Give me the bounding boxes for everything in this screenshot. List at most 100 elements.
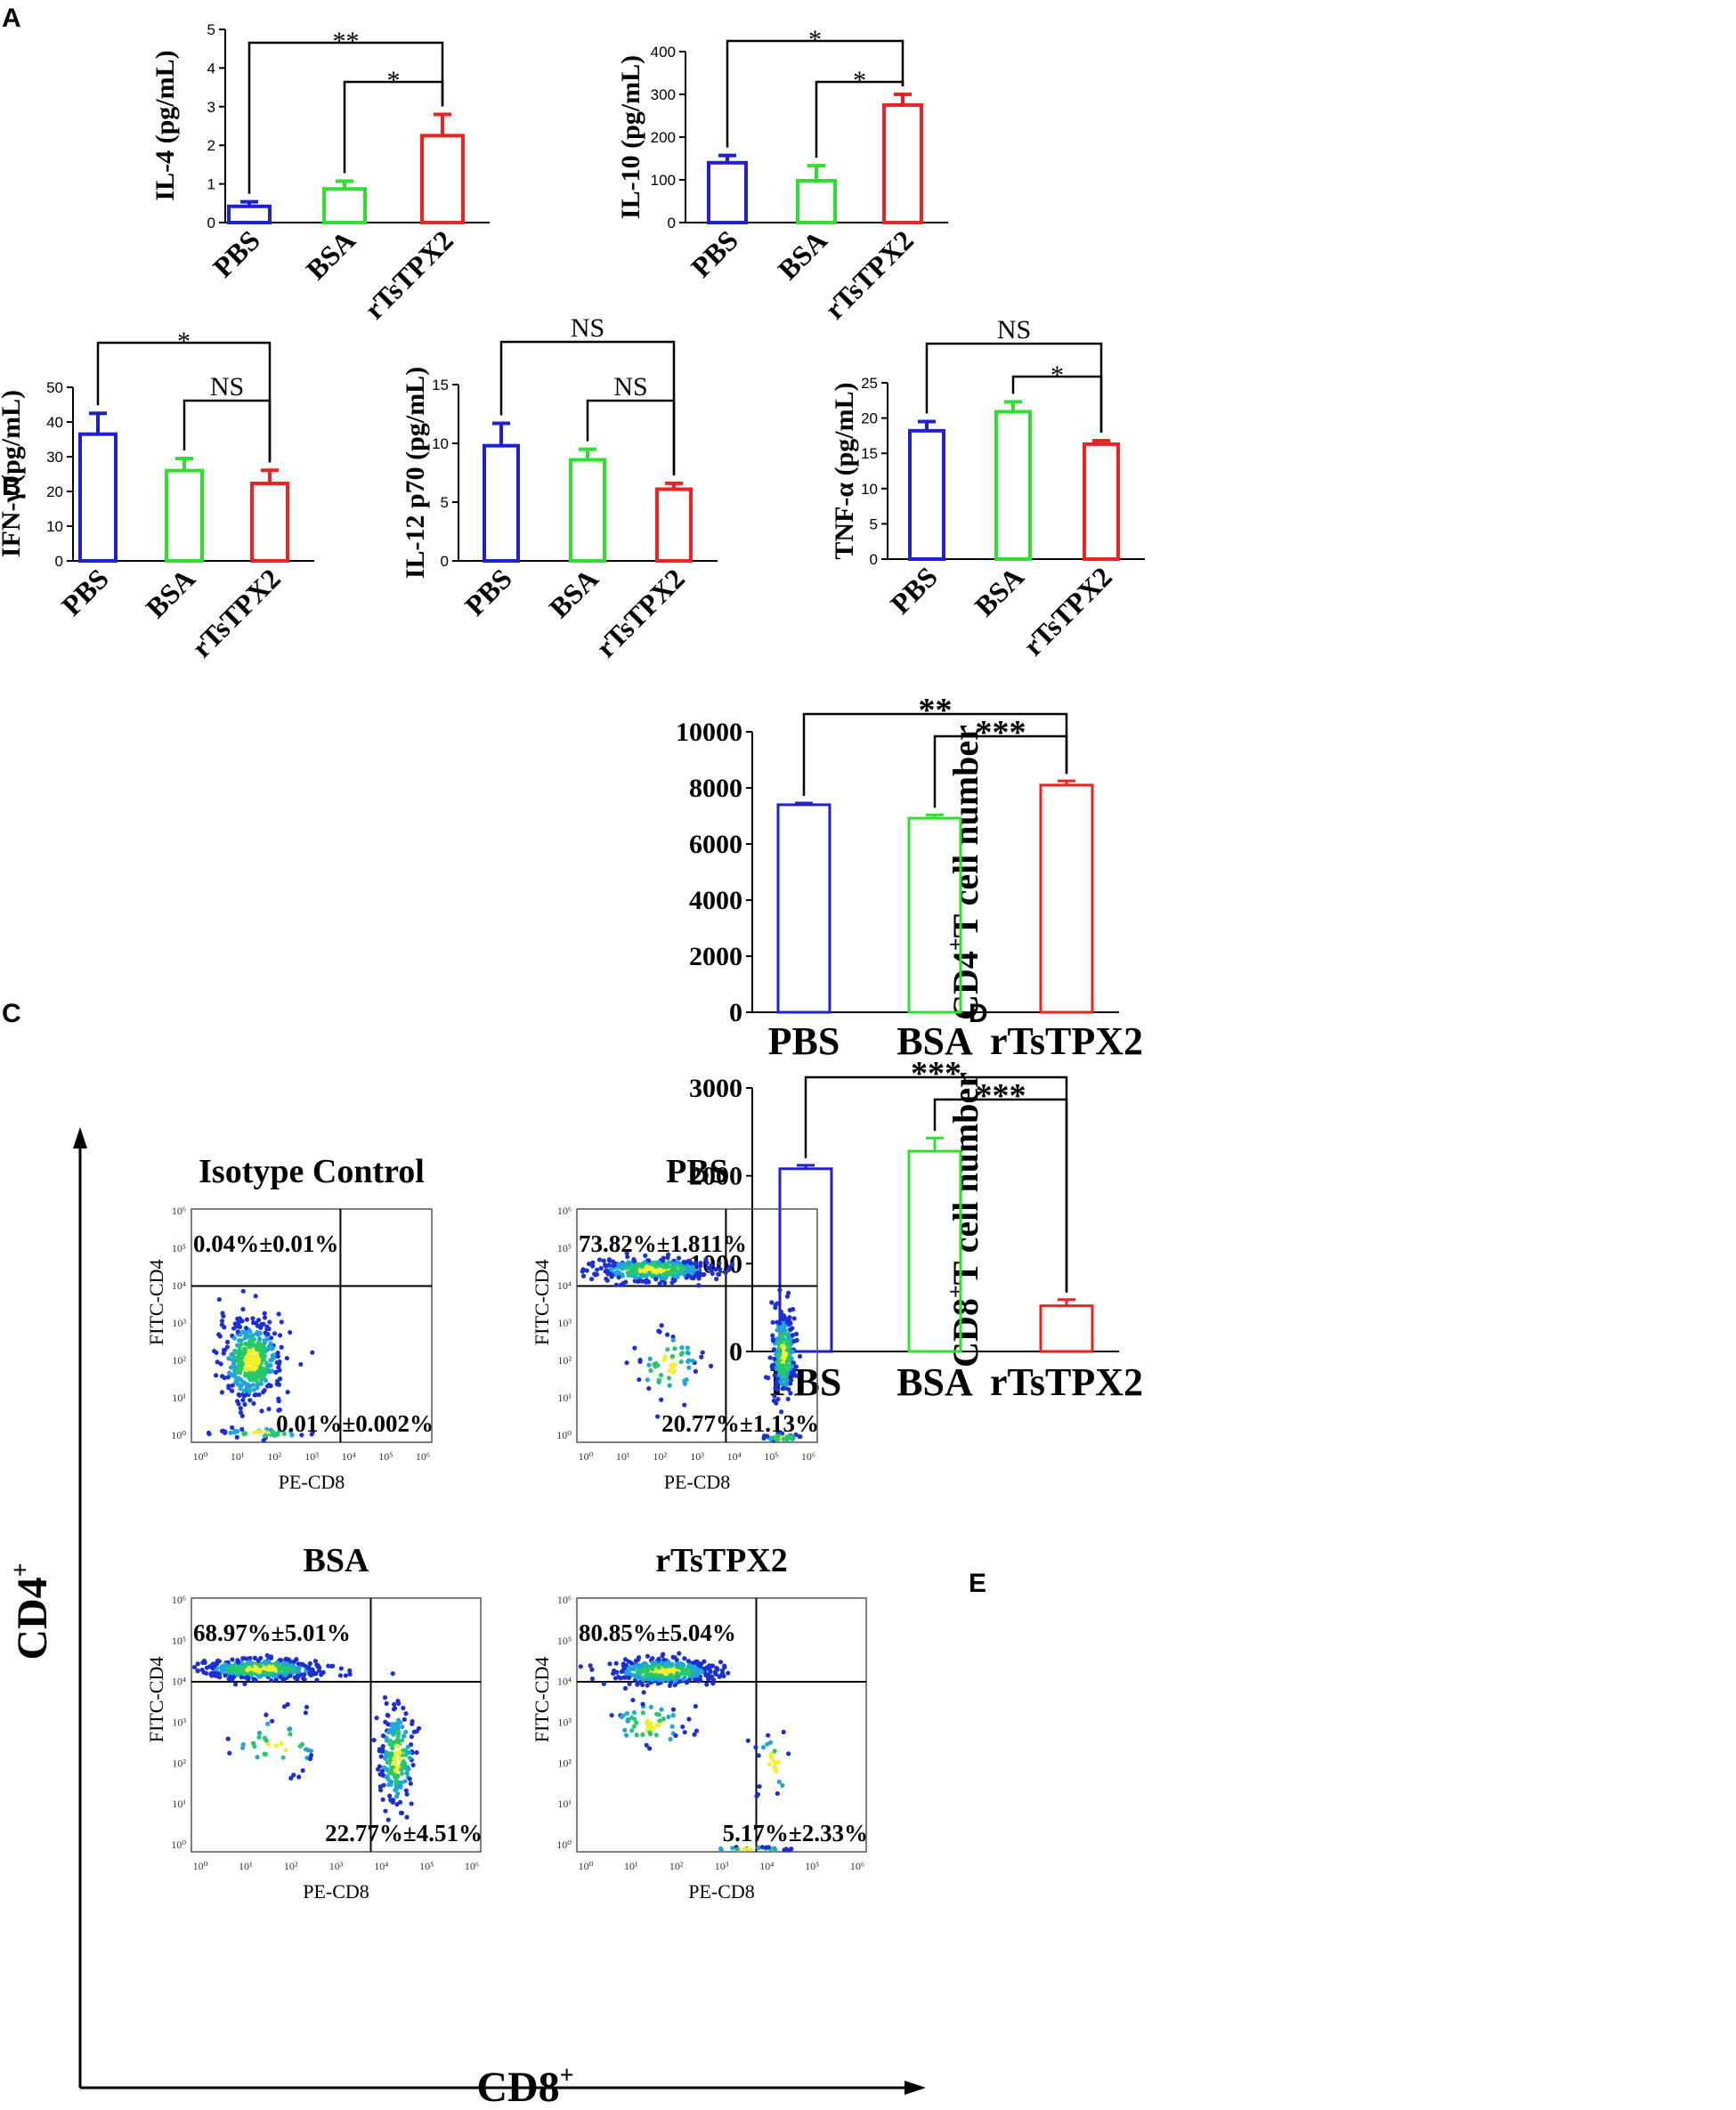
event-dot xyxy=(718,1660,724,1665)
event-dot xyxy=(234,1669,240,1675)
bar-rtstpx2 xyxy=(655,487,693,563)
event-dot xyxy=(296,1666,302,1671)
event-dot xyxy=(793,1373,799,1378)
event-dot xyxy=(646,1270,653,1276)
event-dot xyxy=(704,1665,710,1670)
event-dot xyxy=(337,1673,344,1678)
event-dot xyxy=(277,1333,283,1338)
y-tick-label: 30 xyxy=(46,449,63,466)
x-log-tick: 10² xyxy=(653,1450,668,1463)
event-dot xyxy=(289,1432,295,1438)
event-dot xyxy=(734,1847,740,1853)
bar-rtstpx2 xyxy=(420,134,465,225)
flow-plot-1: PBS 10⁰ 10⁰ 10¹ 10¹ 10² 10² 10³ 10³ 10⁴ 10⁴ 10⁵ 10⁵ 1… xyxy=(531,1153,819,1493)
event-dot xyxy=(606,1258,612,1263)
event-dot xyxy=(409,1734,415,1740)
event-dot xyxy=(783,1327,788,1333)
event-dot xyxy=(268,1341,273,1346)
event-dot xyxy=(273,1369,279,1376)
y-tick-label: 40 xyxy=(46,414,63,431)
category-label: rTsTPX2 xyxy=(589,562,691,663)
event-dot xyxy=(399,1767,404,1773)
event-dot xyxy=(666,1676,671,1682)
event-dot xyxy=(218,1361,223,1367)
event-dot xyxy=(233,1380,239,1385)
event-dot xyxy=(653,1277,659,1282)
event-dot xyxy=(657,1718,662,1724)
event-dot xyxy=(655,1414,661,1419)
event-dot xyxy=(239,1366,244,1371)
event-dot xyxy=(657,1673,662,1678)
event-dot xyxy=(685,1273,691,1278)
x-log-tick: 10⁰ xyxy=(579,1450,594,1463)
y-log-tick: 10⁶ xyxy=(172,1594,186,1606)
significance-label: * xyxy=(387,66,401,95)
event-dot xyxy=(384,1700,389,1706)
event-dot xyxy=(262,1311,267,1316)
x-log-tick: 10⁰ xyxy=(579,1860,594,1872)
event-dot xyxy=(338,1666,344,1671)
y-tick-label: 200 xyxy=(651,129,676,146)
event-dot xyxy=(403,1729,409,1735)
y-log-tick: 10⁶ xyxy=(557,1205,572,1217)
event-dot xyxy=(668,1680,674,1685)
event-dot xyxy=(395,1739,401,1744)
event-dot xyxy=(798,1434,803,1440)
event-dot xyxy=(626,1659,631,1664)
event-dot xyxy=(661,1276,667,1281)
event-dot xyxy=(749,1846,754,1852)
event-dot xyxy=(642,1268,647,1274)
event-dot xyxy=(686,1662,693,1668)
event-dot xyxy=(226,1384,231,1389)
event-dot xyxy=(784,1294,791,1299)
x-log-tick: 10⁵ xyxy=(419,1860,434,1872)
event-dot xyxy=(774,1768,779,1774)
event-dot xyxy=(667,1383,672,1388)
event-dot xyxy=(239,1413,245,1419)
event-dot xyxy=(236,1401,241,1407)
event-dot xyxy=(296,1669,301,1675)
y-log-tick: 10⁴ xyxy=(557,1676,572,1688)
event-dot xyxy=(787,1321,792,1327)
event-dot xyxy=(298,1361,304,1367)
y-log-tick: 10¹ xyxy=(557,1392,572,1404)
event-dot xyxy=(776,1779,782,1785)
event-dot xyxy=(652,1361,657,1367)
flow-y-axis-sup: + xyxy=(7,1562,35,1577)
event-dot xyxy=(268,1363,273,1368)
event-dot xyxy=(624,1668,629,1674)
event-dot xyxy=(231,1372,238,1377)
event-dot xyxy=(595,1267,600,1272)
category-label: BSA xyxy=(542,562,604,623)
y-tick-label: 0 xyxy=(668,215,676,231)
event-dot xyxy=(283,1672,288,1677)
event-dot xyxy=(269,1677,274,1684)
event-dot xyxy=(779,1340,784,1345)
event-dot xyxy=(625,1718,630,1724)
event-dot xyxy=(621,1675,627,1680)
event-dot xyxy=(282,1668,288,1674)
event-dot xyxy=(677,1661,684,1667)
event-dot xyxy=(656,1656,661,1661)
event-dot xyxy=(244,1329,249,1335)
event-dot xyxy=(263,1432,269,1438)
category-label: BSA xyxy=(139,562,200,623)
event-dot xyxy=(634,1733,639,1738)
y-log-tick: 10⁴ xyxy=(172,1676,186,1688)
event-dot xyxy=(221,1665,226,1671)
event-dot xyxy=(389,1750,394,1757)
event-dot xyxy=(606,1262,612,1268)
event-dot xyxy=(387,1738,393,1743)
event-dot xyxy=(790,1333,795,1338)
bar-pbs xyxy=(707,160,748,224)
flow-x-label: PE-CD8 xyxy=(303,1880,369,1903)
event-dot xyxy=(390,1798,396,1803)
event-dot xyxy=(633,1658,639,1663)
event-dot xyxy=(242,1681,247,1687)
event-dot xyxy=(589,1667,595,1672)
event-dot xyxy=(410,1721,415,1726)
event-dot xyxy=(239,1349,245,1354)
event-dot xyxy=(251,1387,256,1392)
event-dot xyxy=(227,1750,232,1756)
